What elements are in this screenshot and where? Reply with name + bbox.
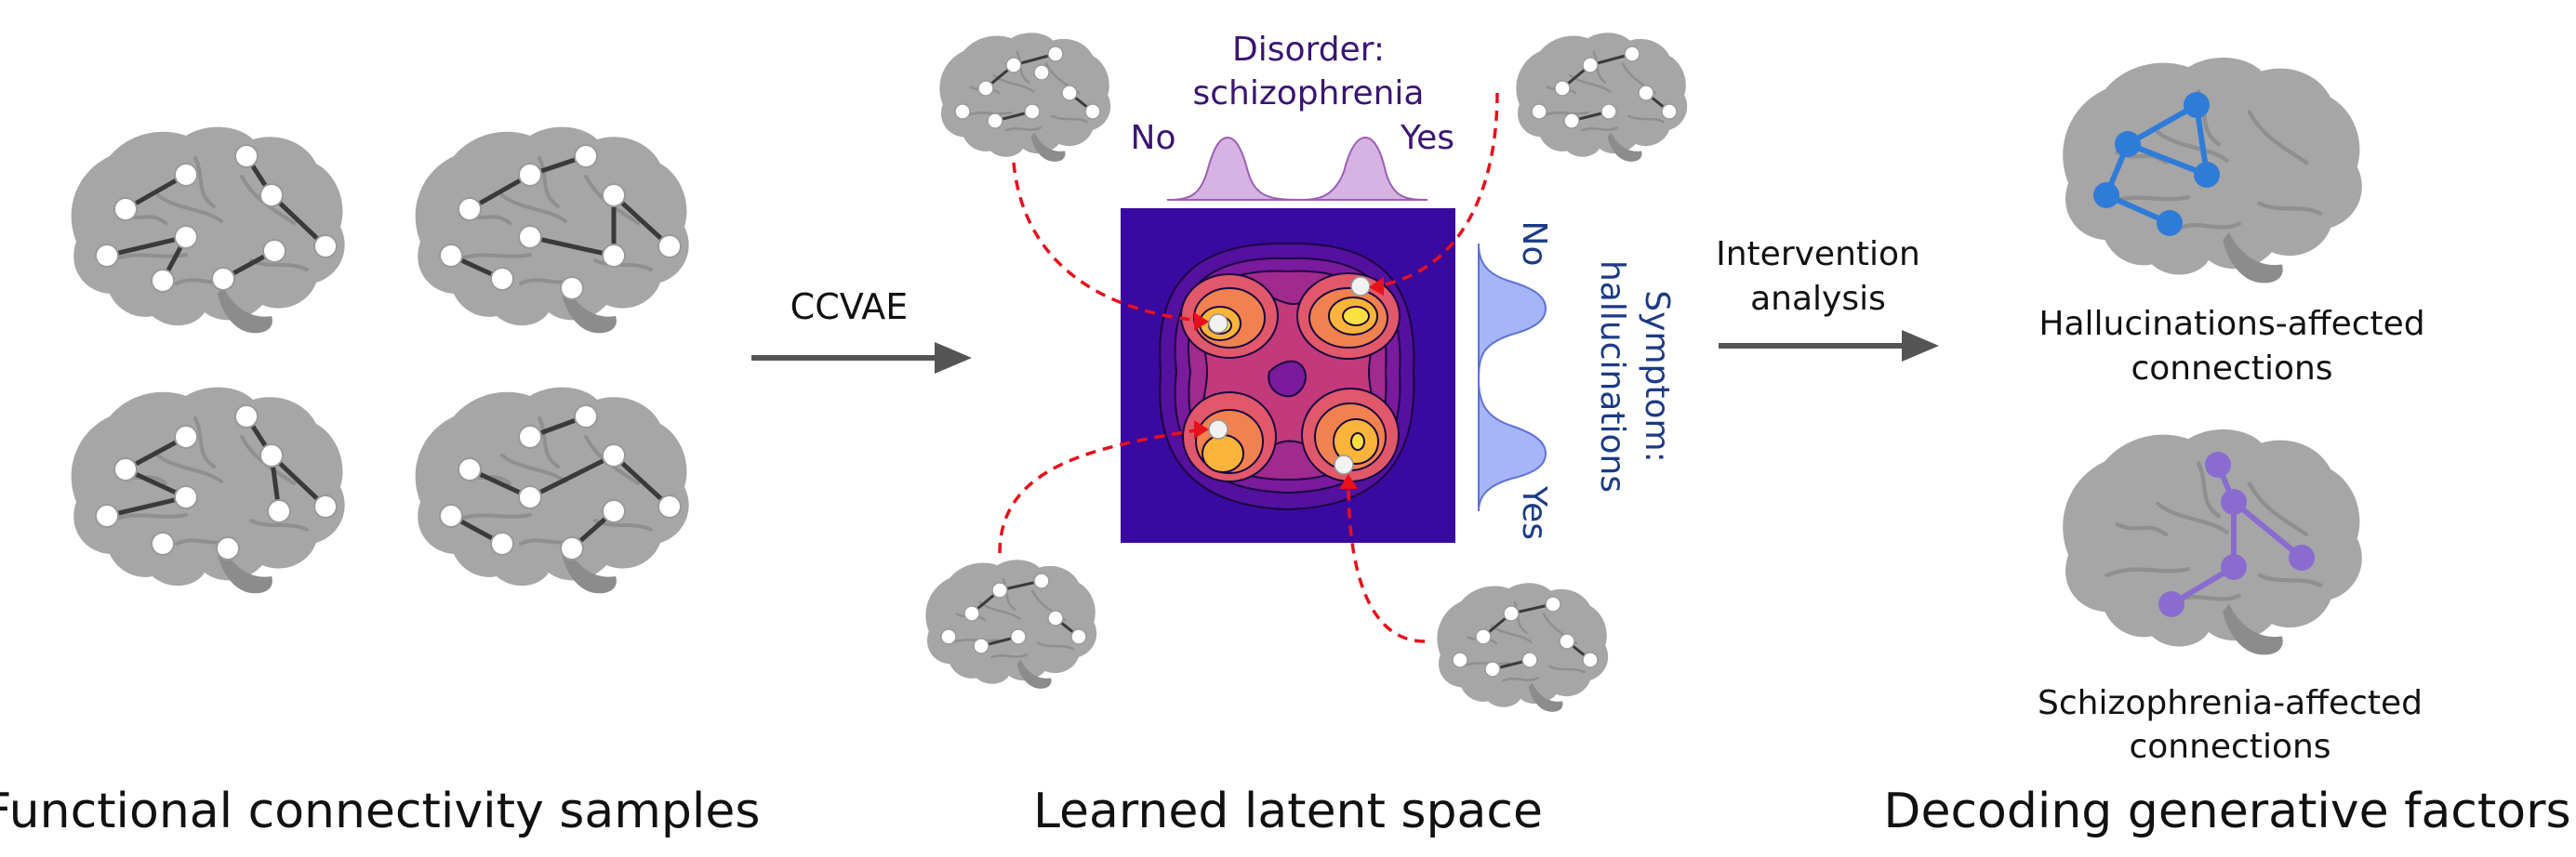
hallucinations-label-line2: connections [2131,349,2332,388]
small-brain-bottom-left [924,558,1098,691]
brain-hallucinations [2063,58,2362,283]
caption-decoding-generative-factors: Decoding generative factors [1883,784,2570,839]
ccvae-arrow [751,342,972,374]
left-brain-grid [69,125,691,595]
symptom-title-line2: hallucinations [1593,260,1631,493]
latent-points [1208,276,1371,475]
brain-icon [924,558,1098,691]
ccvae-label: CCVAE [790,286,909,327]
brain-bottom-left [69,385,347,595]
disorder-marginal-distribution [1166,136,1428,202]
symptom-marginal-distribution [1477,243,1547,512]
brain-icon [1436,581,1610,714]
brain-icon [69,385,347,595]
symptom-title-line1: Symptom: [1638,290,1676,462]
small-brain-top-right [1515,31,1689,164]
brain-bottom-right [413,385,691,595]
dashed-links [998,92,1499,643]
symptom-yes-label: Yes [1515,485,1553,540]
hallucinations-label-line1: Hallucinations-affected [2038,305,2424,343]
brain-top-right [413,125,691,335]
symptom-no-label: No [1515,221,1553,267]
latent-space-contour-map [1121,208,1455,543]
disorder-title-line1: Disorder: [1232,31,1385,69]
disorder-no-label: No [1131,119,1176,157]
small-brain-bottom-right [1436,581,1610,714]
schizophrenia-label-line1: Schizophrenia-affected [2038,684,2423,722]
intervention-arrow [1719,330,1939,362]
brain-icon [413,125,691,335]
brain-schizophrenia [2063,429,2362,654]
caption-functional-connectivity: Functional connectivity samples [0,784,760,839]
brain-top-left [69,125,347,335]
brain-icon [938,31,1112,164]
brain-icon [413,385,691,595]
dashed-link-arrowheads [1194,277,1384,489]
disorder-yes-label: Yes [1400,119,1454,157]
small-brain-top-left [938,31,1112,164]
brain-icon [1515,31,1689,164]
brain-icon [69,125,347,335]
intervention-label-line1: Intervention [1716,235,1920,273]
intervention-label-line2: analysis [1750,280,1886,318]
disorder-title-line2: schizophrenia [1193,74,1425,112]
schizophrenia-label-line2: connections [2129,728,2330,766]
caption-learned-latent-space: Learned latent space [1033,784,1543,839]
